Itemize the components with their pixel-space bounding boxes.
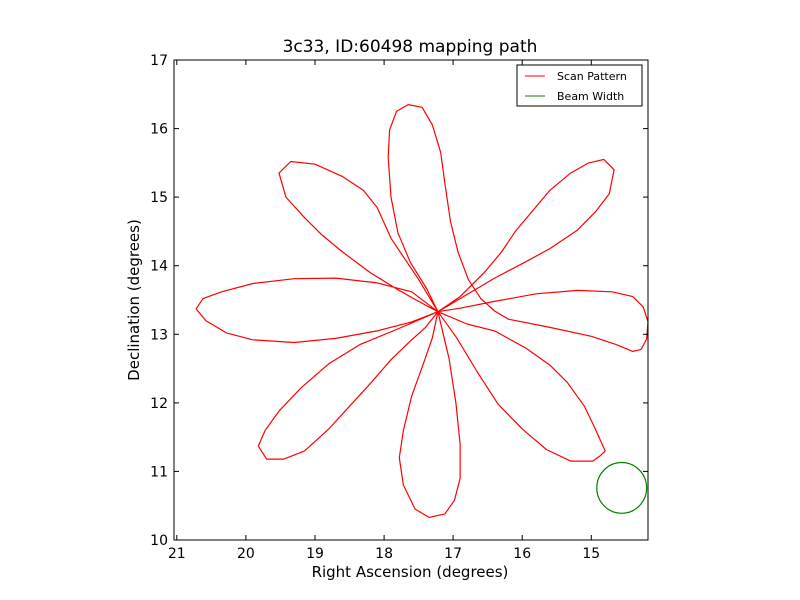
y-axis-label: Declination (degrees) [125, 219, 143, 381]
y-tick-label: 10 [150, 533, 168, 549]
legend-label-scan-pattern: Scan Pattern [557, 70, 627, 83]
y-tick-label: 13 [150, 327, 168, 343]
x-tick-label: 16 [513, 546, 531, 562]
y-tick-label: 16 [150, 122, 168, 138]
x-tick-label: 20 [237, 546, 255, 562]
legend: Scan Pattern Beam Width [516, 64, 643, 107]
x-tick-label: 18 [375, 546, 393, 562]
series-circle-beam-width [596, 461, 648, 514]
y-tick-label: 17 [150, 53, 168, 69]
x-tick-label: 21 [168, 546, 186, 562]
series-line-scan-pattern [195, 104, 648, 518]
x-tick-label: 15 [582, 546, 600, 562]
x-axis-label: Right Ascension (degrees) [312, 563, 509, 581]
x-tick-label: 19 [306, 546, 324, 562]
legend-box [516, 64, 643, 107]
legend-label-beam-width: Beam Width [557, 90, 624, 103]
y-tick-label: 11 [150, 464, 168, 480]
axis-ticks: 21 20 19 18 17 16 15 10 11 12 13 14 15 16 17 [150, 53, 648, 562]
x-tick-label: 17 [444, 546, 462, 562]
chart-title: 3c33, ID:60498 mapping path [283, 37, 538, 57]
y-tick-label: 15 [150, 190, 168, 206]
plot-frame [173, 59, 649, 541]
y-tick-label: 14 [150, 259, 168, 275]
plot-area [195, 104, 648, 518]
y-tick-label: 12 [150, 396, 168, 412]
